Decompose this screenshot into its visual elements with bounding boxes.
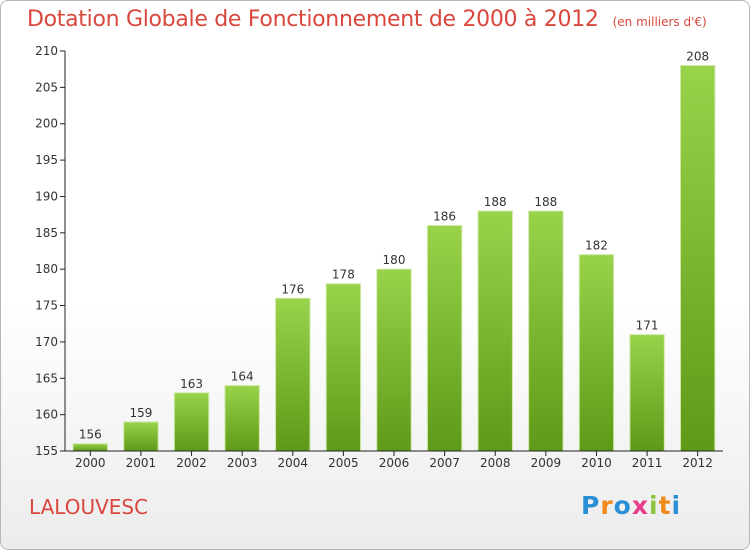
chart-title: Dotation Globale de Fonctionnement de 20… (27, 7, 707, 32)
y-axis: 155 160 165 170 175 180 185 190 195 200 205 210 (35, 44, 66, 458)
bars: 156 159 163 164 176 178 180 186 188 188 182 171 208 (72, 50, 716, 452)
x-tick-label: 2005 (328, 456, 359, 470)
x-tick-label: 2010 (581, 456, 612, 470)
bar-value-label: 163 (180, 377, 203, 391)
bar-value-label: 188 (534, 195, 557, 209)
y-tick-label: 205 (35, 80, 58, 94)
y-tick-label: 165 (35, 371, 58, 385)
bar-value-label: 171 (636, 319, 659, 333)
city-name: LALOUVESC (29, 495, 149, 519)
x-tick-label: 2008 (480, 456, 511, 470)
y-tick-label: 185 (35, 226, 58, 240)
proxiti-logo: Proxiti (581, 491, 682, 520)
x-tick-label: 2011 (632, 456, 663, 470)
bar-2001 (123, 421, 159, 452)
x-tick-label: 2012 (682, 456, 713, 470)
bar-2008 (477, 210, 513, 452)
x-tick-label: 2004 (277, 456, 308, 470)
bar-2011 (629, 334, 665, 452)
x-tick-label: 2003 (227, 456, 258, 470)
x-tick-label: 2006 (379, 456, 410, 470)
x-axis: 2000 2001 2002 2003 2004 2005 2006 2007 2008 2009… (65, 450, 723, 470)
y-tick-label: 200 (35, 117, 58, 131)
bar-value-label: 208 (686, 50, 709, 64)
bar-value-label: 176 (281, 282, 304, 296)
y-tick-label: 160 (35, 408, 58, 422)
bar-2010 (578, 254, 615, 452)
bar-value-label: 164 (231, 370, 254, 384)
y-tick-label: 170 (35, 335, 58, 349)
chart-title-text: Dotation Globale de Fonctionnement de 20… (27, 7, 599, 32)
bar-2006 (376, 268, 412, 452)
bar-value-label: 156 (79, 428, 102, 442)
chart-subtitle: (en milliers d'€) (612, 15, 707, 29)
y-tick-label: 210 (35, 44, 58, 58)
y-tick-label: 180 (35, 262, 58, 276)
x-tick-label: 2009 (531, 456, 562, 470)
bar-2002 (173, 392, 210, 452)
x-tick-label: 2001 (126, 456, 157, 470)
bar-2007 (426, 225, 463, 452)
bar-value-label: 182 (585, 239, 608, 253)
bar-value-label: 159 (129, 406, 152, 420)
y-tick-label: 195 (35, 153, 58, 167)
bar-2009 (528, 210, 564, 452)
bar-2004 (275, 297, 311, 452)
bar-value-label: 186 (433, 210, 456, 224)
y-tick-label: 175 (35, 299, 58, 313)
x-tick-label: 2007 (429, 456, 460, 470)
bar-value-label: 178 (332, 268, 355, 282)
y-tick-label: 155 (35, 444, 58, 458)
bar-2000 (72, 443, 109, 452)
bar-value-label: 180 (383, 253, 406, 267)
y-tick-label: 190 (35, 189, 58, 203)
bar-value-label: 188 (484, 195, 507, 209)
bar-2005 (325, 283, 362, 452)
bar-2012 (679, 65, 716, 452)
x-tick-label: 2002 (176, 456, 207, 470)
x-tick-label: 2000 (75, 456, 106, 470)
bar-2003 (224, 385, 260, 452)
